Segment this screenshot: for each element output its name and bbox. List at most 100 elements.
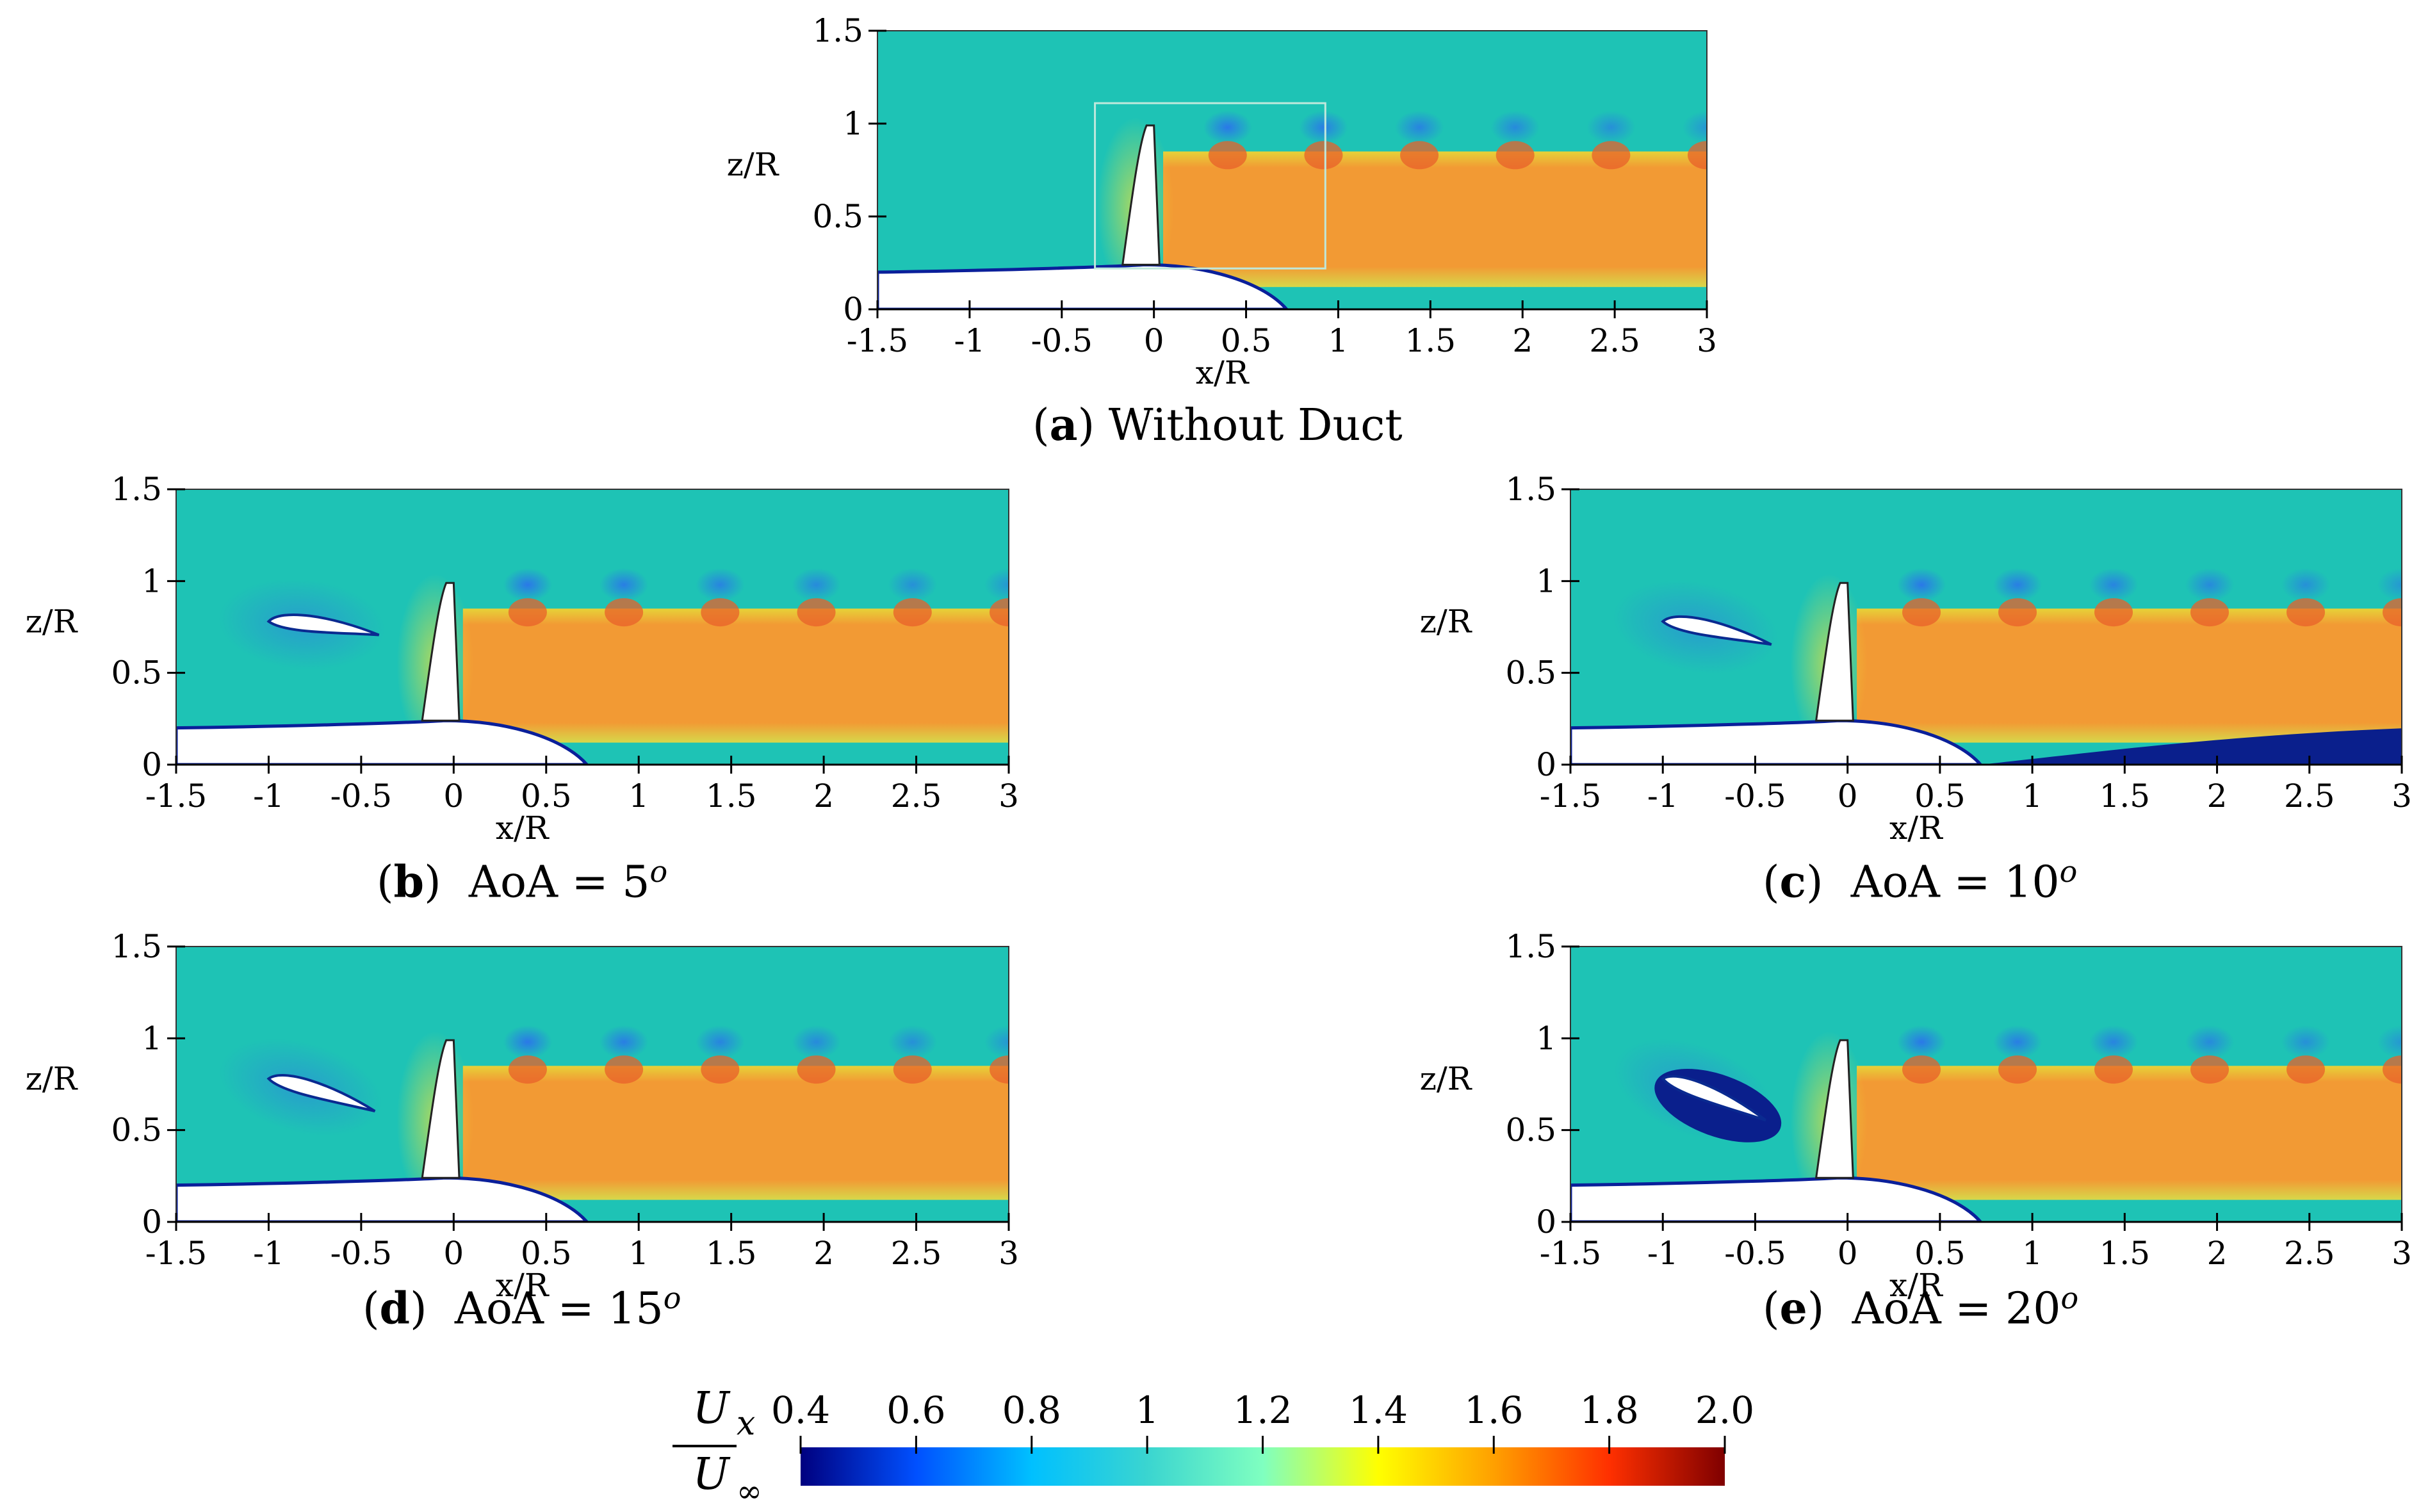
tip-vortex [1490, 110, 1540, 144]
tip-vortex [984, 1025, 1009, 1059]
colorbar-label-numerator-sub: x [737, 1404, 755, 1443]
colorbar-label-denominator-sub: ∞ [737, 1474, 762, 1509]
x-tick-label: 1.5 [2099, 1235, 2151, 1272]
colorbar-tick-label: 1.6 [1464, 1388, 1523, 1432]
tip-vortex [888, 1025, 937, 1059]
x-tick-label: 1 [628, 1235, 649, 1272]
x-tick-label: 1 [2022, 1235, 2042, 1272]
y-axis-label: z/R [26, 603, 78, 640]
x-tick-label: -1 [1647, 1235, 1679, 1272]
x-tick-label: -1.5 [145, 1235, 207, 1272]
x-tick-label: 1 [2022, 777, 2042, 815]
wake-vortex [508, 598, 547, 627]
x-tick-label: 1 [628, 777, 649, 815]
x-tick-label: 3 [2392, 777, 2412, 815]
x-tick-label: -0.5 [1031, 322, 1093, 359]
duct-airfoil-group [1613, 580, 1778, 674]
x-tick-label: 2 [2207, 1235, 2228, 1272]
wake-vortex [1278, 1055, 1317, 1084]
tip-vortex [1874, 111, 1923, 144]
blade [1814, 1039, 1854, 1179]
tip-vortex [1993, 568, 2042, 602]
y-tick-label: 1.5 [812, 12, 863, 49]
y-tick-label: 0 [142, 1203, 162, 1240]
wake-vortex [797, 598, 836, 627]
colorbar-tick-label: 1.2 [1233, 1388, 1292, 1432]
x-tick-label: -0.5 [1724, 777, 1786, 815]
x-tick-label: 0 [1838, 1235, 1858, 1272]
x-tick-label: 2 [1512, 322, 1533, 359]
x-tick-label: 2.5 [2284, 777, 2335, 815]
y-tick-label: 1 [843, 105, 863, 142]
panel-d: -1.5 -1 -0.5 0 0.5 1 1.5 2 2.5 3 x/R 0 0.5 1 1.5 z/R [26, 928, 1322, 1304]
x-axis-label: x/R [1196, 354, 1250, 391]
tip-vortex [1897, 1025, 1946, 1059]
wake-vortex [1304, 141, 1343, 170]
wake-vortex [1278, 598, 1317, 626]
duct-airfoil-group [219, 1039, 382, 1136]
tip-vortex [2185, 568, 2235, 602]
x-tick-label: -1 [954, 322, 986, 359]
tip-vortex [2185, 1025, 2235, 1059]
x-tick-label: 0.5 [1914, 1235, 1966, 1272]
caption-c: (c) AoA = 10o [1763, 854, 2078, 908]
tip-vortex [1897, 568, 1946, 602]
wake-vortex [797, 1055, 836, 1084]
tip-vortex [792, 1025, 841, 1059]
tip-vortex [503, 1025, 552, 1059]
y-tick-label: 0 [1536, 746, 1556, 783]
wake-vortex [893, 598, 932, 627]
duct-airfoil [266, 613, 380, 637]
flow-field-a [877, 31, 1923, 309]
x-tick-label: -1.5 [847, 322, 908, 359]
caption-d: (d) AoA = 15o [363, 1281, 681, 1335]
x-tick-label: -0.5 [330, 777, 392, 815]
wake-vortex [1400, 141, 1439, 170]
wake-vortex [1592, 141, 1631, 170]
x-tick-label: 2 [813, 1235, 834, 1272]
y-tick-label: 0.5 [111, 1112, 162, 1149]
blade [421, 1039, 461, 1179]
colorbar-tick-label: 0.4 [771, 1388, 830, 1432]
x-tick-label: 2.5 [891, 1235, 942, 1272]
x-tick-label: 1.5 [2099, 777, 2151, 815]
x-tick-label: 1 [1328, 322, 1349, 359]
duct-airfoil [1661, 1075, 1767, 1122]
x-tick-label: 0 [443, 1235, 464, 1272]
wake-vortex [1688, 141, 1707, 170]
wake-vortex [1086, 598, 1124, 626]
x-axis-label: x/R [1889, 1267, 1943, 1304]
wake-vortex [1182, 598, 1220, 626]
y-tick-label: 1.5 [111, 928, 162, 965]
tip-vortex [1273, 1025, 1322, 1059]
y-axis-label: z/R [1420, 603, 1472, 640]
tip-vortex [2089, 568, 2139, 602]
wake-region [462, 1066, 1009, 1200]
wake-vortex [701, 598, 740, 627]
x-tick-label: 0.5 [1914, 777, 1966, 815]
wake-vortex [2286, 598, 2326, 627]
flow-field-c [1570, 489, 2402, 765]
wake-vortex [1496, 141, 1535, 170]
y-tick-label: 1.5 [111, 471, 162, 508]
tip-vortex [599, 568, 649, 602]
x-axis-label: x/R [496, 1267, 550, 1304]
x-tick-label: 0.5 [521, 777, 572, 815]
wake-region [462, 608, 1009, 743]
x-tick-label: 0 [1144, 322, 1164, 359]
tip-vortex [1683, 110, 1707, 144]
x-tick-label: 2 [2207, 777, 2228, 815]
tip-vortex [2377, 1025, 2402, 1059]
flow-field-d [176, 947, 1322, 1222]
y-tick-label: 1 [1536, 562, 1556, 599]
panel-b: -1.5 -1 -0.5 0 0.5 1 1.5 2 2.5 3 x/R 0 0.5 1 1.5 z/R [26, 471, 1317, 847]
x-tick-label: -1 [253, 777, 284, 815]
x-tick-label: 2.5 [1589, 322, 1640, 359]
wake-vortex [990, 1055, 1009, 1084]
wake-vortex [1086, 1055, 1124, 1084]
tip-vortex [1080, 1025, 1129, 1059]
flow-field-e [1570, 947, 2402, 1222]
y-tick-label: 1.5 [1505, 471, 1556, 508]
tip-vortex [888, 568, 937, 602]
colorbar-label-denominator: U [692, 1449, 731, 1500]
